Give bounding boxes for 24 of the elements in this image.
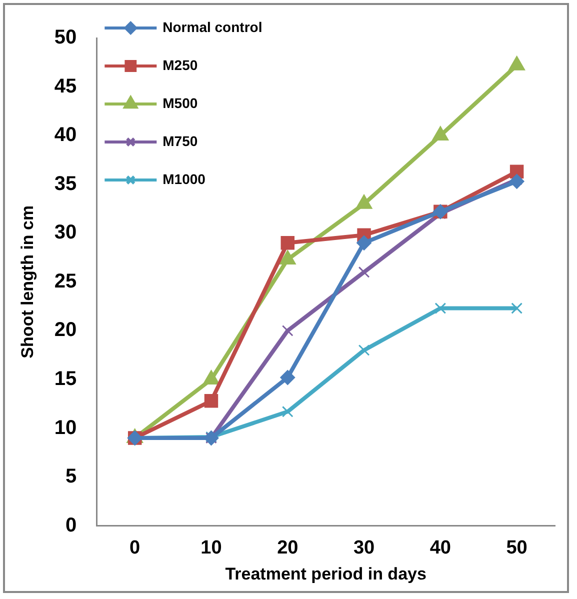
x-tick-label: 50 xyxy=(506,537,528,558)
y-tick-label: 25 xyxy=(54,270,77,292)
legend-label: M250 xyxy=(162,56,198,73)
y-tick-label: 40 xyxy=(54,124,77,146)
legend-label: M750 xyxy=(162,132,198,149)
y-tick-label: 15 xyxy=(54,368,77,390)
legend-label: Normal control xyxy=(162,18,262,35)
x-axis-title: Treatment period in days xyxy=(225,564,426,584)
y-tick-label: 50 xyxy=(54,26,77,49)
x-tick-label: 20 xyxy=(277,537,298,558)
x-tick-label: 30 xyxy=(353,537,375,558)
y-tick-label: 20 xyxy=(54,319,77,342)
y-tick-label: 10 xyxy=(54,416,77,439)
y-tick-label: 45 xyxy=(54,75,77,98)
x-tick-label: 10 xyxy=(200,537,222,558)
y-axis-title: Shoot length in cm xyxy=(18,205,37,358)
x-tick-label: 40 xyxy=(430,537,451,558)
legend-label: M1000 xyxy=(162,170,206,187)
y-tick-label: 0 xyxy=(66,514,77,536)
legend-label: M500 xyxy=(162,94,198,111)
y-tick-label: 5 xyxy=(66,466,77,488)
x-tick-label: 0 xyxy=(130,537,140,558)
y-tick-label: 35 xyxy=(54,172,77,195)
y-tick-label: 30 xyxy=(54,222,77,244)
